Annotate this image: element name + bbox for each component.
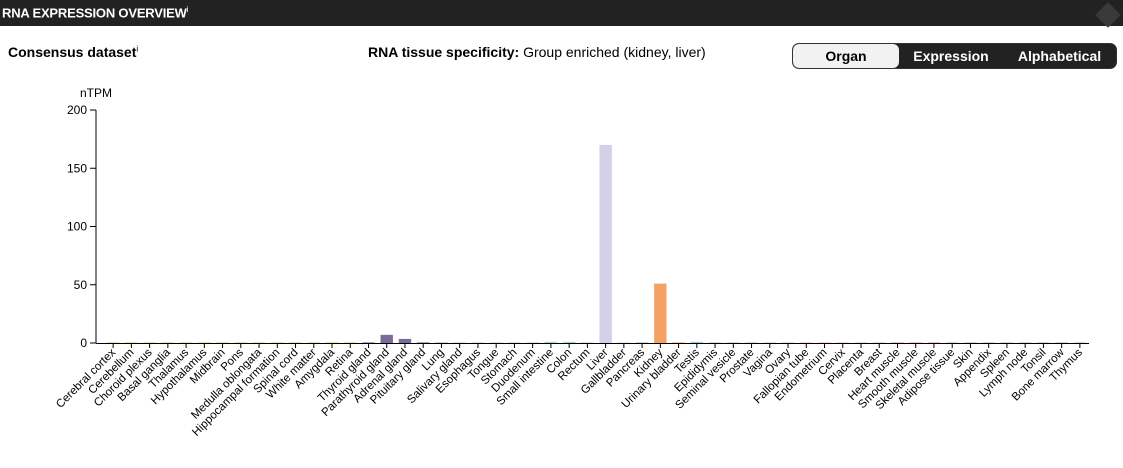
bar-midbrain[interactable]: [216, 342, 229, 343]
bar-hypothalamus[interactable]: [198, 342, 211, 343]
bar-cerebellum[interactable]: [125, 342, 138, 343]
dataset-info-icon[interactable]: i: [136, 44, 139, 54]
bar-tongue[interactable]: [489, 342, 503, 343]
bar-prostate[interactable]: [745, 342, 758, 343]
bar-heart-muscle[interactable]: [891, 342, 904, 343]
section-title: RNA EXPRESSION OVERVIEWi: [2, 5, 188, 20]
bar-basal-ganglia[interactable]: [161, 342, 175, 343]
bar-endometrium[interactable]: [818, 342, 831, 343]
bar-thymus[interactable]: [1073, 342, 1087, 343]
bar-testis[interactable]: [690, 341, 704, 343]
bar-colon[interactable]: [562, 341, 576, 343]
bar-epididymis[interactable]: [708, 342, 722, 343]
bar-lymph-node[interactable]: [1018, 342, 1032, 343]
bar-lung[interactable]: [435, 342, 448, 343]
bar-small-intestine[interactable]: [544, 341, 558, 343]
sort-alphabetical-button[interactable]: Alphabetical: [1003, 44, 1116, 68]
y-tick-label: 150: [67, 161, 87, 175]
bar-placenta[interactable]: [854, 342, 868, 343]
bar-rectum[interactable]: [581, 342, 594, 343]
sort-toggle: Organ Expression Alphabetical: [792, 43, 1117, 69]
bar-cerebral-cortex[interactable]: [106, 342, 120, 343]
info-icon[interactable]: i: [186, 5, 189, 14]
dataset-label: Consensus dataseti: [8, 44, 138, 60]
bar-stomach[interactable]: [508, 342, 521, 343]
sort-organ-button[interactable]: Organ: [793, 44, 899, 68]
bar-choroid-plexus[interactable]: [143, 342, 156, 343]
bar-ovary[interactable]: [781, 342, 795, 343]
bar-retina[interactable]: [344, 342, 357, 343]
bar-pancreas[interactable]: [635, 342, 649, 343]
bar-white-matter[interactable]: [307, 342, 320, 343]
bar-thyroid-gland[interactable]: [362, 342, 375, 343]
bar-parathyroid-gland[interactable]: [380, 334, 393, 343]
bar-skin[interactable]: [964, 342, 977, 343]
bar-tonsil[interactable]: [1037, 342, 1050, 343]
dataset-label-text: Consensus dataset: [8, 44, 137, 60]
y-tick-label: 50: [74, 278, 88, 292]
bar-bone-marrow[interactable]: [1055, 342, 1068, 343]
bar-pons[interactable]: [234, 342, 247, 343]
bar-cervix[interactable]: [836, 342, 849, 343]
bar-smooth-muscle[interactable]: [909, 342, 922, 343]
y-tick-label: 100: [67, 220, 87, 234]
bar-salivary-gland[interactable]: [453, 342, 466, 343]
section-title-text: RNA EXPRESSION OVERVIEW: [2, 5, 187, 21]
tissue-specificity: RNA tissue specificity: Group enriched (…: [368, 44, 706, 60]
bar-seminal-vesicle[interactable]: [727, 342, 740, 343]
bar-vagina[interactable]: [763, 342, 776, 343]
bar-pituitary-gland[interactable]: [417, 342, 430, 343]
bar-kidney[interactable]: [654, 283, 667, 343]
bar-urinary-bladder[interactable]: [672, 342, 685, 343]
specificity-label: RNA tissue specificity:: [368, 44, 520, 60]
bar-thalamus[interactable]: [179, 342, 193, 343]
section-header: RNA EXPRESSION OVERVIEWi: [0, 0, 1123, 28]
bar-gallbladder[interactable]: [617, 342, 631, 343]
specificity-value: Group enriched (kidney, liver): [523, 44, 706, 60]
bar-hippocampal-formation[interactable]: [271, 342, 284, 343]
bar-esophagus[interactable]: [471, 342, 485, 343]
bar-spleen[interactable]: [1000, 342, 1014, 343]
corner-decoration-icon: [1095, 2, 1121, 28]
sort-expression-button[interactable]: Expression: [899, 44, 1003, 68]
bar-duodenum[interactable]: [526, 342, 539, 343]
bar-adrenal-gland[interactable]: [398, 338, 412, 343]
y-axis-label: nTPM: [80, 86, 112, 100]
bar-fallopian-tube[interactable]: [800, 342, 813, 343]
bar-amygdala[interactable]: [325, 342, 339, 343]
y-tick-label: 0: [80, 336, 87, 350]
bar-adipose-tissue[interactable]: [945, 342, 959, 343]
bar-spinal-cord[interactable]: [289, 342, 302, 343]
bar-appendix[interactable]: [982, 342, 995, 343]
bar-liver[interactable]: [599, 144, 612, 343]
bar-breast[interactable]: [873, 342, 886, 343]
y-tick-label: 200: [67, 103, 87, 117]
bar-skeletal-muscle[interactable]: [927, 342, 941, 343]
bar-medulla-oblongata[interactable]: [252, 342, 266, 343]
